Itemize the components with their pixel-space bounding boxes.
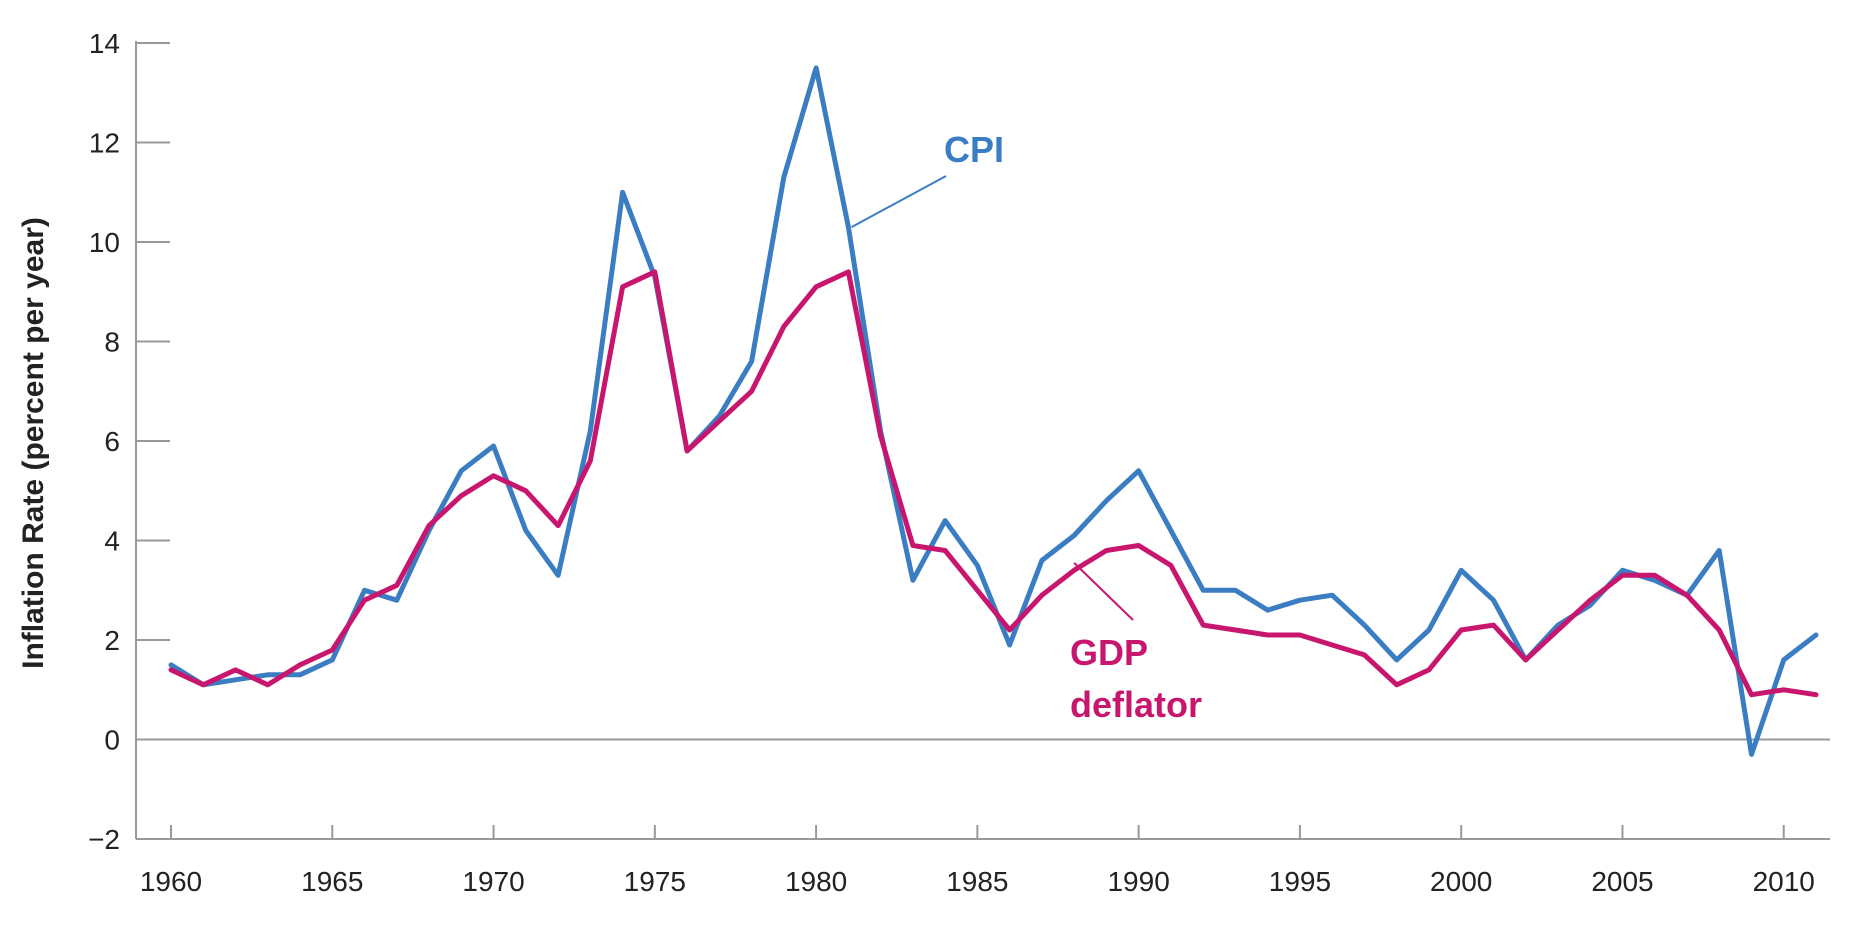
y-tick-label: 0 [104,725,120,756]
x-tick-label: 1985 [946,866,1008,897]
series-label: CPI [944,129,1004,170]
x-tick-label: 1995 [1269,866,1331,897]
x-tick-label: 1965 [301,866,363,897]
series-label-leader [1073,562,1134,621]
x-tick-label: 2010 [1753,866,1815,897]
y-tick-label: 8 [104,327,120,358]
y-tick-label: 6 [104,426,120,457]
y-axis-label: Inflation Rate (percent per year) [17,217,50,669]
series-label: deflator [1070,684,1202,725]
x-tick-label: 1980 [785,866,847,897]
series-line-gdp-deflator [168,269,1819,698]
y-tick-label: 10 [89,227,120,258]
labels-layer: CPI GDP deflator [851,129,1202,725]
series-layer [168,65,1819,757]
x-tick-label: 2005 [1591,866,1653,897]
series-label-leader [851,175,947,228]
x-tick-label: 2000 [1430,866,1492,897]
y-tick-label: 14 [89,28,120,59]
x-tick-label: 1990 [1107,866,1169,897]
y-tick-label: −2 [88,824,120,855]
axes: 14 12 10 8 6 4 2 0 −2 1960 1965 1970 1975 1980 1985 199… [88,28,1830,897]
x-tick-label: 1975 [624,866,686,897]
x-tick-label: 1970 [462,866,524,897]
x-tick-label: 1960 [140,866,202,897]
y-tick-label: 12 [89,128,120,159]
y-tick-label: 4 [104,526,120,557]
y-tick-label: 2 [104,625,120,656]
series-label: GDP [1070,632,1148,673]
series-line-cpi [168,65,1819,757]
